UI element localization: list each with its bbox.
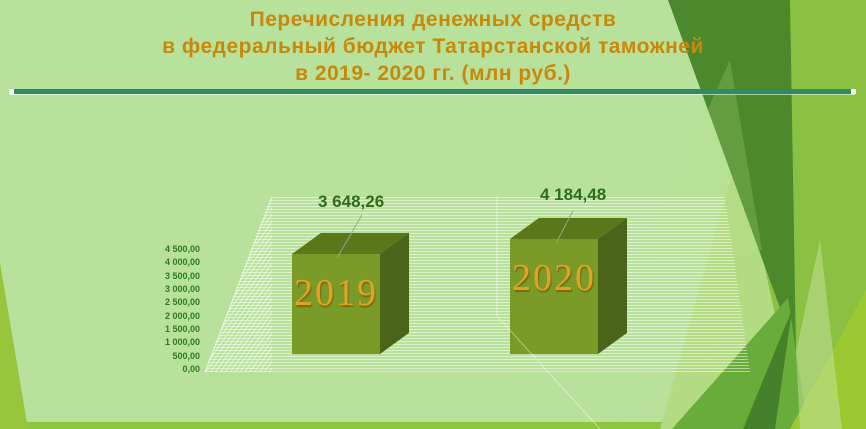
- title-line-1: Перечисления денежных средств: [249, 8, 617, 31]
- bottom-right-yellow-triangle: [790, 290, 866, 429]
- bar-2020[interactable]: 2020: [510, 239, 598, 354]
- y-axis-tick: 1 000,00: [164, 337, 200, 348]
- chart-sidewall-gridlines: [204, 205, 272, 372]
- y-axis-tick: 500,00: [172, 350, 200, 361]
- y-axis-tick: 3 500,00: [164, 270, 200, 281]
- chart-backwall-gridlines: [205, 197, 750, 372]
- y-axis-tick: 1 500,00: [164, 324, 200, 335]
- y-axis-tick-labels: 4 500,00 4 000,00 3 500,00 3 000,00 2 500,00…: [130, 243, 200, 376]
- title-line-2: в федеральный бюджет Татарстанской тамож…: [162, 35, 704, 58]
- y-axis-tick: 0,00: [182, 364, 200, 375]
- slide-title: Перечисления денежных средств в федераль…: [0, 6, 866, 87]
- bar-2019-value-label: 3 648,26: [318, 192, 385, 211]
- y-axis-tick: 4 500,00: [164, 244, 200, 254]
- bar-2019[interactable]: 2019: [292, 254, 380, 354]
- title-line-3: в 2019- 2020 гг. (млн руб.): [295, 62, 571, 85]
- bottom-strip: [0, 422, 866, 429]
- small-dark-triangle: [743, 310, 792, 429]
- y-axis-tick: 3 000,00: [164, 284, 200, 295]
- left-edge-wedge: [0, 263, 28, 429]
- y-axis-tick: 4 000,00: [164, 257, 200, 268]
- bar-2020-value-label: 4 184,48: [540, 185, 607, 204]
- title-divider-line: [9, 89, 856, 94]
- light-sliver: [796, 240, 842, 429]
- y-axis-tick: 2 000,00: [164, 310, 200, 321]
- bar-2020-category-label: 2020: [512, 257, 596, 299]
- y-axis-tick: 2 500,00: [164, 297, 200, 308]
- bar-2019-category-label: 2019: [294, 272, 378, 314]
